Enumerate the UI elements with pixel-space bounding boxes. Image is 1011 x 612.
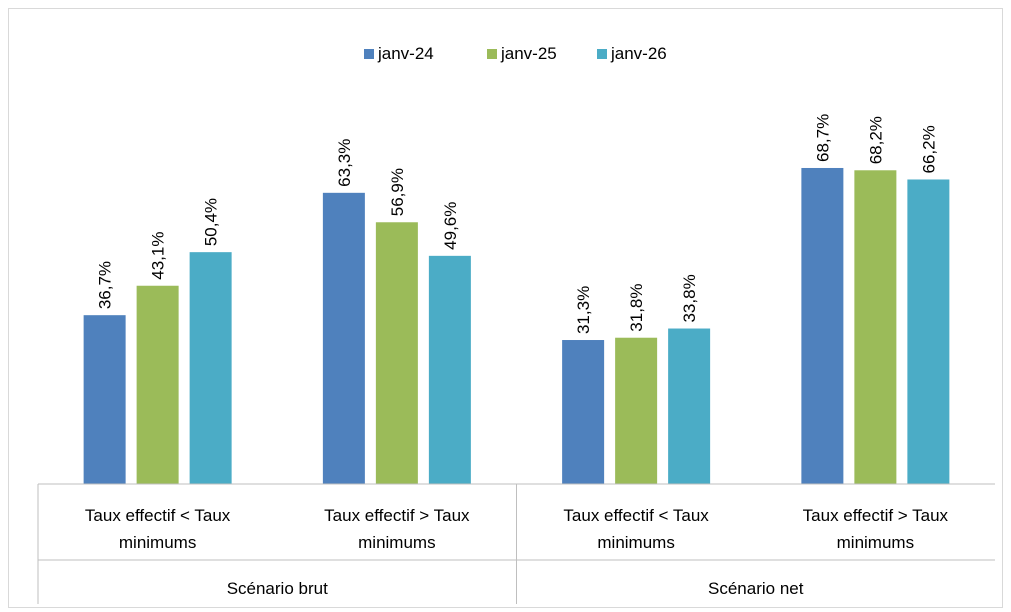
data-label-janv-25-4: 68,2% bbox=[866, 116, 885, 164]
legend-swatch-janv-26 bbox=[597, 49, 607, 59]
bar-janv-24-4 bbox=[801, 167, 844, 485]
bar-janv-26-1 bbox=[189, 252, 232, 484]
x-tick-label-3-line-2: minimums bbox=[597, 533, 674, 552]
bar-janv-26-2 bbox=[428, 255, 471, 484]
chart-frame bbox=[8, 8, 1003, 608]
bar-janv-25-3 bbox=[615, 337, 658, 484]
data-label-janv-26-4: 66,2% bbox=[919, 125, 938, 173]
group-label-2: Scénario net bbox=[708, 579, 804, 598]
x-tick-label-1-line-1: Taux effectif < Taux bbox=[85, 506, 231, 525]
data-label-janv-25-1: 43,1% bbox=[149, 232, 168, 280]
x-tick-label-4-line-2: minimums bbox=[837, 533, 914, 552]
bar-janv-24-3 bbox=[562, 340, 605, 484]
data-label-janv-26-1: 50,4% bbox=[202, 198, 221, 246]
data-label-janv-26-2: 49,6% bbox=[441, 202, 460, 250]
legend-swatch-janv-24 bbox=[364, 49, 374, 59]
legend-label-janv-24: janv-24 bbox=[377, 44, 434, 63]
x-tick-label-2-line-2: minimums bbox=[358, 533, 435, 552]
bar-janv-25-1 bbox=[136, 285, 179, 484]
bar-janv-26-3 bbox=[668, 328, 711, 484]
data-label-janv-24-2: 63,3% bbox=[335, 139, 354, 187]
bar-janv-24-2 bbox=[322, 192, 365, 484]
data-label-janv-24-3: 31,3% bbox=[574, 286, 593, 334]
bar-janv-25-2 bbox=[375, 222, 418, 484]
legend-label-janv-25: janv-25 bbox=[500, 44, 557, 63]
data-label-janv-24-4: 68,7% bbox=[813, 114, 832, 162]
x-tick-label-4-line-1: Taux effectif > Taux bbox=[803, 506, 949, 525]
data-label-janv-24-1: 36,7% bbox=[96, 261, 115, 309]
legend-swatch-janv-25 bbox=[487, 49, 497, 59]
x-tick-label-3-line-1: Taux effectif < Taux bbox=[563, 506, 709, 525]
x-tick-label-1-line-2: minimums bbox=[119, 533, 196, 552]
group-label-1: Scénario brut bbox=[227, 579, 328, 598]
bar-janv-26-4 bbox=[907, 179, 950, 485]
bar-janv-24-1 bbox=[83, 315, 126, 484]
legend-label-janv-26: janv-26 bbox=[610, 44, 667, 63]
data-label-janv-25-2: 56,9% bbox=[388, 168, 407, 216]
data-label-janv-25-3: 31,8% bbox=[627, 284, 646, 332]
bar-janv-25-4 bbox=[854, 170, 897, 484]
data-label-janv-26-3: 33,8% bbox=[680, 274, 699, 322]
x-tick-label-2-line-1: Taux effectif > Taux bbox=[324, 506, 470, 525]
